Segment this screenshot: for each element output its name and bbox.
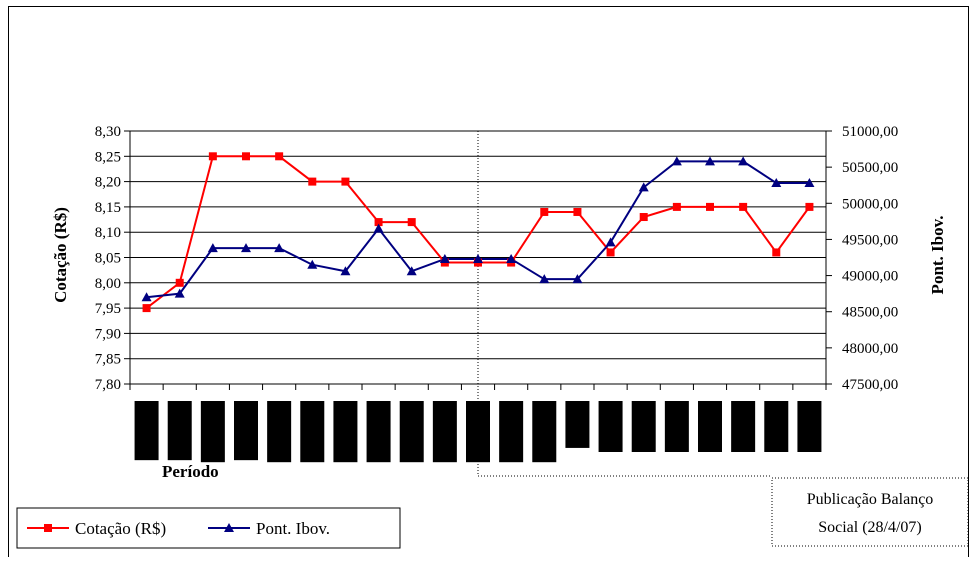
legend: Cotação (R$) Pont. Ibov.: [16, 507, 401, 549]
category-label-block: [234, 401, 258, 461]
category-label-block: [366, 401, 391, 463]
marker-square: [142, 304, 151, 313]
marker-square: [275, 152, 284, 161]
category-label-block: [200, 401, 225, 463]
category-label-block: [499, 401, 524, 463]
marker-square: [805, 202, 814, 211]
category-label-block: [797, 401, 822, 452]
marker-triangle: [207, 243, 218, 253]
left-axis-ticks: 8,30 8,25 8,20 8,15 8,10 8,05 8,00 7,95 7,90 7,85…: [95, 124, 130, 393]
category-label-block: [698, 401, 722, 452]
marker-triangle: [738, 156, 749, 166]
y-axis-left-title: Cotação (R$): [51, 207, 70, 303]
left-tick-label: 7,85: [95, 352, 121, 368]
right-tick-label: 47500,00: [842, 377, 898, 393]
right-tick-label: 49000,00: [842, 269, 898, 285]
marker-triangle: [473, 253, 483, 263]
marker-square: [639, 213, 648, 222]
marker-triangle: [406, 266, 417, 276]
marker-square: [44, 524, 52, 532]
left-tick-label: 8,30: [95, 124, 121, 140]
left-tick-label: 8,15: [95, 200, 121, 216]
x-axis-title: Período: [162, 462, 219, 481]
marker-square: [739, 202, 748, 211]
left-tick-label: 8,10: [95, 225, 121, 241]
left-tick-label: 8,05: [95, 251, 121, 267]
legend-label: Cotação (R$): [75, 519, 166, 538]
category-label-block: [532, 401, 557, 463]
category-label-block: [167, 401, 192, 461]
category-label-blocks: [134, 401, 822, 463]
category-label-block: [300, 401, 325, 463]
marker-triangle: [705, 156, 715, 166]
marker-triangle: [340, 266, 351, 276]
category-label-block: [598, 401, 623, 452]
category-label-block: [333, 401, 358, 463]
marker-triangle: [307, 259, 318, 269]
annotation-text-line1: Publicação Balanço: [807, 491, 934, 508]
marker-triangle: [274, 243, 285, 253]
y-axis-right-title: Pont. Ibov.: [928, 216, 947, 295]
marker-square: [175, 278, 184, 287]
marker-square: [672, 202, 681, 211]
marker-square: [208, 152, 217, 161]
x-axis-ticks: [129, 384, 827, 390]
marker-square: [573, 207, 582, 216]
series-markers: [141, 152, 815, 313]
left-tick-label: 7,90: [95, 326, 121, 342]
marker-square: [540, 207, 549, 216]
gridlines: [130, 130, 826, 360]
marker-triangle: [638, 182, 649, 192]
marker-square: [772, 248, 781, 257]
right-tick-label: 48500,00: [842, 305, 898, 321]
right-tick-label: 50500,00: [842, 160, 898, 176]
category-label-block: [565, 401, 590, 448]
left-tick-label: 7,95: [95, 301, 121, 317]
marker-square: [407, 218, 416, 227]
right-axis-ticks: 51000,00 50500,00 50000,00 49500,00 49000,00…: [826, 124, 898, 393]
right-tick-label: 51000,00: [842, 124, 898, 140]
marker-triangle: [174, 288, 185, 298]
legend-label: Pont. Ibov.: [256, 519, 330, 538]
marker-triangle: [373, 223, 384, 233]
marker-square: [242, 152, 250, 161]
category-label-block: [399, 401, 424, 463]
marker-triangle: [572, 274, 583, 284]
category-label-block: [631, 401, 656, 452]
left-tick-label: 8,00: [95, 276, 121, 292]
category-label-block: [432, 401, 457, 463]
annotation-text-line2: Social (28/4/07): [818, 519, 922, 536]
marker-square: [606, 248, 615, 257]
left-tick-label: 8,25: [95, 149, 121, 165]
marker-square: [374, 218, 383, 227]
publication-annotation: Publicação Balanço Social (28/4/07): [477, 131, 969, 547]
marker-triangle: [605, 237, 616, 247]
annotation-box: [771, 477, 969, 547]
marker-square: [308, 177, 317, 186]
marker-triangle: [141, 292, 152, 302]
right-tick-label: 48000,00: [842, 341, 898, 357]
left-tick-label: 7,80: [95, 377, 121, 393]
marker-triangle: [506, 253, 517, 263]
marker-triangle: [771, 178, 782, 188]
marker-triangle: [241, 243, 251, 253]
marker-square: [341, 177, 350, 186]
chart-frame: [8, 6, 969, 557]
marker-triangle: [804, 178, 815, 188]
category-label-block: [267, 401, 292, 463]
right-tick-label: 49500,00: [842, 232, 898, 248]
marker-square: [706, 202, 714, 211]
category-label-block: [731, 401, 756, 452]
marker-triangle: [671, 156, 682, 166]
marker-triangle: [539, 274, 550, 284]
marker-triangle: [439, 253, 450, 263]
category-label-block: [664, 401, 689, 452]
category-label-block: [764, 401, 789, 452]
right-tick-label: 50000,00: [842, 196, 898, 212]
category-label-block: [134, 401, 159, 461]
marker-triangle: [224, 523, 234, 532]
left-tick-label: 8,20: [95, 175, 121, 191]
